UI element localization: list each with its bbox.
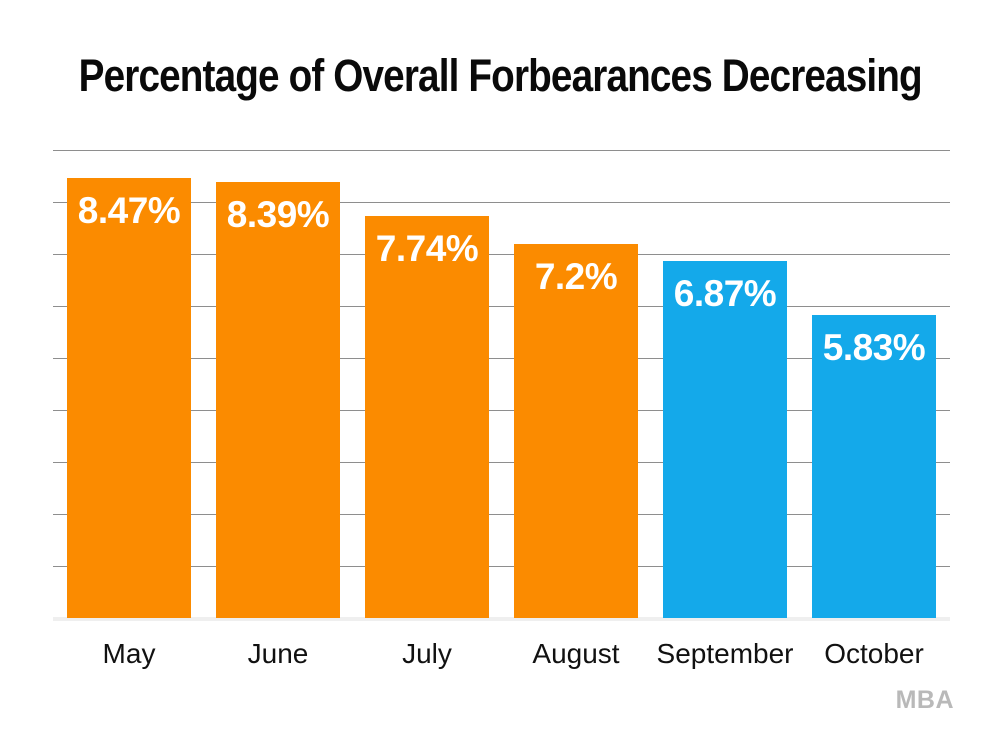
x-axis-label-june: June xyxy=(247,638,309,669)
x-axis-label-may: May xyxy=(102,638,156,669)
gridline-7pct xyxy=(53,254,950,255)
value-label-may: 8.47% xyxy=(77,190,181,231)
x-axis-label-september: September xyxy=(656,638,794,669)
value-label-august: 7.2% xyxy=(534,256,618,297)
value-label-september: 6.87% xyxy=(673,273,777,314)
gridline-4pct xyxy=(53,410,950,411)
x-axis-line xyxy=(53,617,950,621)
gridline-6pct xyxy=(53,306,950,307)
x-axis-label-august: August xyxy=(532,638,620,669)
gridline-5pct xyxy=(53,358,950,359)
chart-title: Percentage of Overall Forbearances Decre… xyxy=(0,48,1000,104)
gridline-9pct xyxy=(53,150,950,151)
x-axis-label-july: July xyxy=(402,638,452,669)
bar-may: 8.47% xyxy=(67,178,191,618)
bar-chart-plot-area: 8.47% 8.39% 7.74% 7.2% 6.87% 5.83% xyxy=(53,150,950,621)
source-attribution: MBA xyxy=(895,686,954,714)
value-label-july: 7.74% xyxy=(375,228,479,269)
bar-september: 6.87% xyxy=(663,261,787,618)
bar-july: 7.74% xyxy=(365,216,489,618)
gridline-8pct xyxy=(53,202,950,203)
bar-august: 7.2% xyxy=(514,244,638,618)
bar-june: 8.39% xyxy=(216,182,340,618)
x-axis-labels: May June July August September October xyxy=(0,637,1000,677)
x-axis-label-october: October xyxy=(824,638,924,669)
bar-october: 5.83% xyxy=(812,315,936,618)
value-label-june: 8.39% xyxy=(226,194,330,235)
value-label-october: 5.83% xyxy=(822,327,926,368)
gridline-3pct xyxy=(53,462,950,463)
chart-title-text: Percentage of Overall Forbearances Decre… xyxy=(78,50,922,101)
gridline-2pct xyxy=(53,514,950,515)
gridline-1pct xyxy=(53,566,950,567)
